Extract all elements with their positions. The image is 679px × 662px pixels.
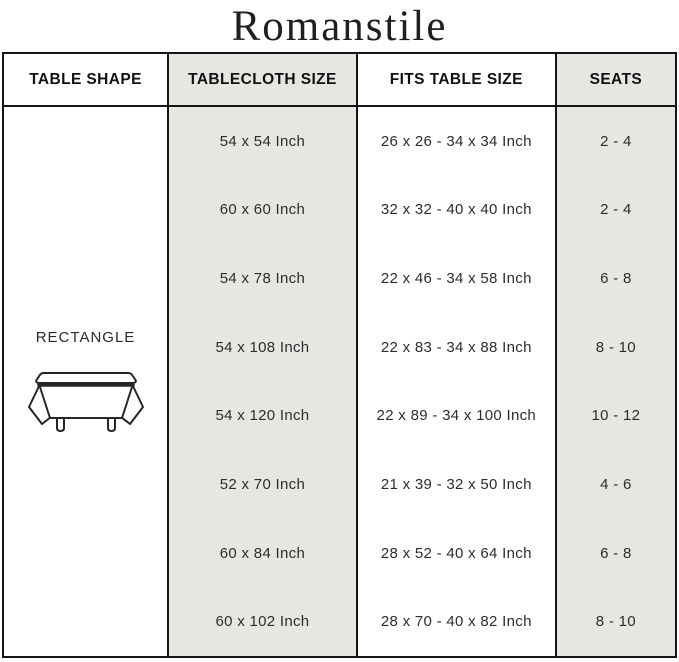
tablecloth-size-cell: 60 x 60 Inch bbox=[219, 201, 306, 219]
fits-table-size-cell: 22 x 89 - 34 x 100 Inch bbox=[376, 407, 537, 425]
tablecloth-size-cell: 54 x 120 Inch bbox=[215, 407, 310, 425]
tablecloth-size-cell: 54 x 108 Inch bbox=[215, 338, 310, 356]
tablecloth-size-cell: 54 x 54 Inch bbox=[219, 132, 306, 150]
seats-cell: 6 - 8 bbox=[600, 270, 632, 288]
seats-cell: 10 - 12 bbox=[591, 407, 641, 425]
fits-table-size-cell: 32 x 32 - 40 x 40 Inch bbox=[380, 201, 532, 219]
seats-cell: 8 - 10 bbox=[595, 613, 636, 631]
brand-logo-band: Romanstile bbox=[0, 0, 679, 52]
rectangle-tablecloth-icon bbox=[27, 372, 144, 432]
fits-table-size-cell: 21 x 39 - 32 x 50 Inch bbox=[380, 475, 532, 493]
tablecloth-size-cell: 60 x 102 Inch bbox=[215, 613, 310, 631]
fits-table-size-cell: 28 x 70 - 40 x 82 Inch bbox=[380, 613, 532, 631]
shape-cell: RECTANGLE bbox=[4, 107, 167, 656]
seats-cell: 4 - 6 bbox=[600, 475, 632, 493]
size-chart-grid: TABLE SHAPE TABLECLOTH SIZE FITS TABLE S… bbox=[4, 54, 675, 656]
shape-label: RECTANGLE bbox=[35, 329, 136, 346]
fits-table-size-cell: 28 x 52 - 40 x 64 Inch bbox=[380, 544, 532, 562]
header-cell-table-shape: TABLE SHAPE bbox=[4, 54, 168, 107]
seats-cell: 2 - 4 bbox=[600, 201, 632, 219]
seats-cell: 6 - 8 bbox=[600, 544, 632, 562]
header-cell-seats: SEATS bbox=[554, 54, 675, 107]
size-chart-table: TABLE SHAPE TABLECLOTH SIZE FITS TABLE S… bbox=[2, 52, 677, 658]
fits-table-size-cell: 26 x 26 - 34 x 34 Inch bbox=[380, 132, 532, 150]
fits-table-size-column: 26 x 26 - 34 x 34 Inch 32 x 32 - 40 x 40… bbox=[355, 107, 555, 656]
tablecloth-size-column: 54 x 54 Inch 60 x 60 Inch 54 x 78 Inch 5… bbox=[167, 107, 356, 656]
header-cell-tablecloth-size: TABLECLOTH SIZE bbox=[167, 54, 356, 107]
seats-cell: 2 - 4 bbox=[600, 132, 632, 150]
table-shape-column: RECTANGLE bbox=[4, 107, 168, 656]
tablecloth-size-cell: 60 x 84 Inch bbox=[219, 544, 306, 562]
header-cell-fits-table-size: FITS TABLE SIZE bbox=[355, 54, 555, 107]
tablecloth-size-cell: 54 x 78 Inch bbox=[219, 270, 306, 288]
fits-table-size-cell: 22 x 46 - 34 x 58 Inch bbox=[380, 270, 532, 288]
fits-table-size-cell: 22 x 83 - 34 x 88 Inch bbox=[380, 338, 532, 356]
brand-logo: Romanstile bbox=[231, 2, 448, 50]
seats-cell: 8 - 10 bbox=[595, 338, 636, 356]
tablecloth-size-cell: 52 x 70 Inch bbox=[219, 475, 306, 493]
seats-column: 2 - 4 2 - 4 6 - 8 8 - 10 10 - 12 4 - 6 6… bbox=[554, 107, 675, 656]
